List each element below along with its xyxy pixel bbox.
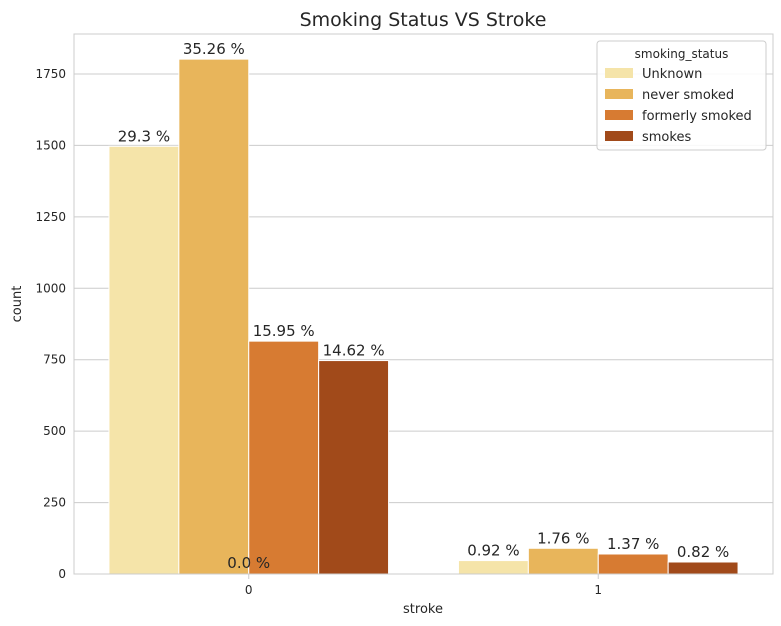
bar <box>597 553 669 575</box>
legend-box <box>596 40 767 151</box>
bar <box>178 58 250 575</box>
y-axis-ticks: 0 250 500 750 1000 1250 1500 1750 <box>35 67 66 581</box>
bar <box>248 340 320 575</box>
bar-value-label: 29.3 % <box>118 127 170 145</box>
legend: smoking_status Unknown never smoked formerl… <box>596 40 767 151</box>
data-labels: 29.3 % 35.26 % 15.95 % 14.62 % 0.92 % 1.76 % 1… <box>118 40 730 572</box>
bar-value-label: 1.37 % <box>607 535 659 553</box>
x-tick-label: 0 <box>245 583 253 597</box>
bar-value-label: 35.26 % <box>183 40 245 58</box>
bar-value-label: 1.76 % <box>537 529 589 547</box>
y-tick-label: 1500 <box>35 138 66 152</box>
bar <box>667 561 739 575</box>
bar <box>108 145 180 575</box>
y-tick-label: 750 <box>43 353 66 367</box>
bar-value-label: 0.82 % <box>677 543 729 561</box>
y-tick-label: 500 <box>43 424 66 438</box>
bar-value-label: 15.95 % <box>253 322 315 340</box>
legend-label: Unknown <box>642 67 702 82</box>
legend-swatch <box>605 68 633 78</box>
chart-title: Smoking Status VS Stroke <box>300 9 547 31</box>
legend-title: smoking_status <box>635 47 729 61</box>
legend-label: never smoked <box>642 88 734 103</box>
legend-swatch <box>605 89 633 99</box>
y-tick-label: 1250 <box>35 210 66 224</box>
plot-frame <box>73 33 774 575</box>
legend-label: formerly smoked <box>642 109 752 124</box>
y-tick-label: 1750 <box>35 67 66 81</box>
x-axis-label: stroke <box>403 602 443 617</box>
y-axis-label: count <box>10 286 25 323</box>
y-tick-label: 0 <box>58 567 66 581</box>
legend-label: smokes <box>642 130 691 145</box>
bar <box>457 560 529 575</box>
bar <box>527 547 599 575</box>
y-tick-label: 250 <box>43 496 66 510</box>
bar-value-label: 14.62 % <box>323 342 385 360</box>
bar-value-label: 0.92 % <box>467 542 519 560</box>
annotation-label: 0.0 % <box>227 554 270 572</box>
bars <box>108 58 739 575</box>
x-tick-label: 1 <box>594 583 602 597</box>
y-tick-label: 1000 <box>35 281 66 295</box>
legend-swatch <box>605 131 633 141</box>
legend-swatch <box>605 110 633 120</box>
bar <box>318 360 390 575</box>
